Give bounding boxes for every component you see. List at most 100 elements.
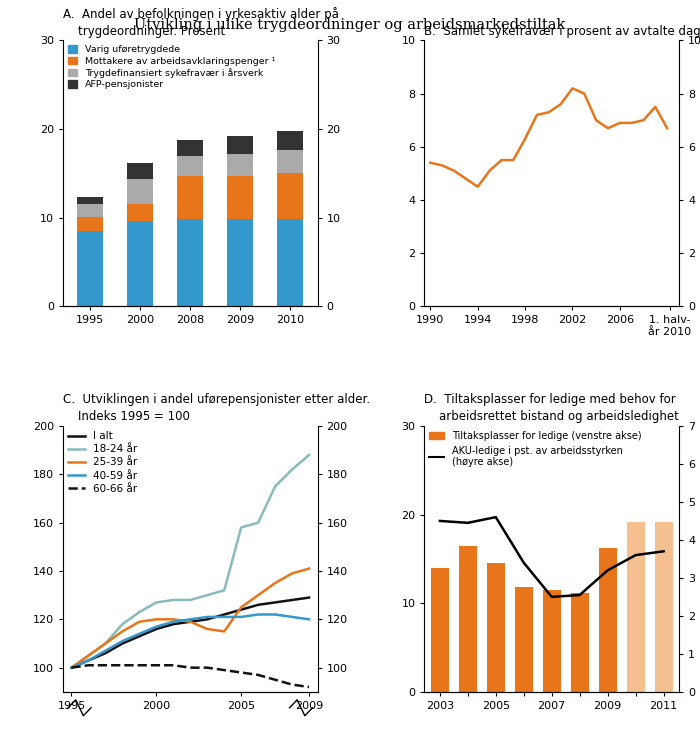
I alt [305, 593, 314, 602]
Bar [127, 222, 153, 306]
Bar [598, 548, 617, 692]
60-66 år [102, 661, 110, 670]
25-39 år [152, 615, 160, 623]
40-59 år [169, 618, 178, 626]
25-39 år [288, 569, 296, 578]
Text: D.  Tiltaksplasser for ledige med behov for
    arbeidsrettet bistand og arbeids: D. Tiltaksplasser for ledige med behov f… [424, 394, 679, 423]
40-59 år [220, 612, 228, 621]
I alt [220, 610, 228, 619]
60-66 år [288, 680, 296, 689]
Bar [177, 156, 203, 176]
Line: 18-24 år: 18-24 år [71, 455, 309, 668]
25-39 år [305, 565, 314, 573]
Bar [78, 231, 104, 306]
Bar [177, 140, 203, 156]
18-24 år [102, 639, 110, 648]
Bar [127, 179, 153, 204]
25-39 år [67, 663, 76, 672]
Bar [654, 522, 673, 692]
Line: 25-39 år: 25-39 år [71, 569, 309, 668]
60-66 år [220, 665, 228, 674]
18-24 år [254, 518, 262, 527]
Text: A.  Andel av befolkningen i yrkesaktiv alder på
    trygdeordninger. Prosent: A. Andel av befolkningen i yrkesaktiv al… [63, 7, 339, 38]
25-39 år [220, 627, 228, 636]
I alt [84, 656, 92, 665]
60-66 år [118, 661, 127, 670]
I alt [102, 648, 110, 657]
I alt [118, 639, 127, 648]
40-59 år [135, 629, 143, 638]
40-59 år [305, 615, 314, 623]
60-66 år [84, 661, 92, 670]
Legend: Tiltaksplasser for ledige (venstre akse), AKU-ledige i pst. av arbeidsstyrken
(h: Tiltaksplasser for ledige (venstre akse)… [428, 429, 643, 470]
Bar [277, 174, 303, 219]
25-39 år [102, 639, 110, 648]
Legend: Varig uføretrygdede, Mottakere av arbeidsavklaringspenger ¹, Trygdefinansiert sy: Varig uføretrygdede, Mottakere av arbeid… [66, 43, 277, 91]
Bar [277, 219, 303, 306]
60-66 år [135, 661, 143, 670]
Line: 40-59 år: 40-59 år [71, 615, 309, 668]
Bar [78, 197, 104, 204]
40-59 år [152, 622, 160, 631]
I alt [288, 595, 296, 604]
Text: Utvikling i ulike trygdeordninger og arbeidsmarkedstiltak: Utvikling i ulike trygdeordninger og arb… [134, 18, 566, 32]
40-59 år [271, 610, 279, 619]
Bar [177, 219, 203, 306]
Bar [228, 176, 253, 219]
25-39 år [169, 615, 178, 623]
40-59 år [254, 610, 262, 619]
18-24 år [135, 608, 143, 617]
18-24 år [67, 663, 76, 672]
25-39 år [186, 618, 195, 626]
Bar [127, 163, 153, 179]
40-59 år [203, 612, 211, 621]
60-66 år [305, 682, 314, 691]
18-24 år [186, 595, 195, 604]
40-59 år [67, 663, 76, 672]
Bar [514, 587, 533, 692]
25-39 år [135, 618, 143, 626]
I alt [169, 620, 178, 629]
18-24 år [118, 620, 127, 629]
18-24 år [288, 465, 296, 474]
18-24 år [237, 523, 246, 532]
I alt [254, 601, 262, 609]
Bar [78, 204, 104, 217]
Bar [78, 217, 104, 231]
40-59 år [118, 637, 127, 645]
25-39 år [118, 627, 127, 636]
25-39 år [237, 603, 246, 612]
18-24 år [305, 450, 314, 459]
40-59 år [186, 615, 195, 623]
I alt [203, 615, 211, 623]
Bar [458, 545, 477, 692]
25-39 år [203, 625, 211, 634]
I alt [237, 605, 246, 614]
Bar [228, 136, 253, 154]
18-24 år [152, 598, 160, 606]
25-39 år [254, 591, 262, 600]
Line: 60-66 år: 60-66 år [71, 665, 309, 687]
60-66 år [169, 661, 178, 670]
Bar [430, 567, 449, 692]
I alt [186, 618, 195, 626]
Legend: I alt, 18-24 år, 25-39 år, 40-59 år, 60-66 år: I alt, 18-24 år, 25-39 år, 40-59 år, 60-… [66, 429, 139, 496]
Bar [570, 592, 589, 692]
18-24 år [169, 595, 178, 604]
Bar [177, 176, 203, 219]
40-59 år [84, 656, 92, 665]
40-59 år [288, 612, 296, 621]
60-66 år [67, 663, 76, 672]
25-39 år [271, 578, 279, 587]
Bar [626, 522, 645, 692]
60-66 år [271, 676, 279, 684]
18-24 år [203, 591, 211, 600]
60-66 år [203, 663, 211, 672]
25-39 år [84, 651, 92, 660]
Text: B.  Samlet sykefravær i prosent av avtalte dagsverk: B. Samlet sykefravær i prosent av avtalt… [424, 25, 700, 38]
I alt [67, 663, 76, 672]
Bar [486, 563, 505, 692]
60-66 år [186, 663, 195, 672]
I alt [152, 625, 160, 634]
40-59 år [237, 612, 246, 621]
